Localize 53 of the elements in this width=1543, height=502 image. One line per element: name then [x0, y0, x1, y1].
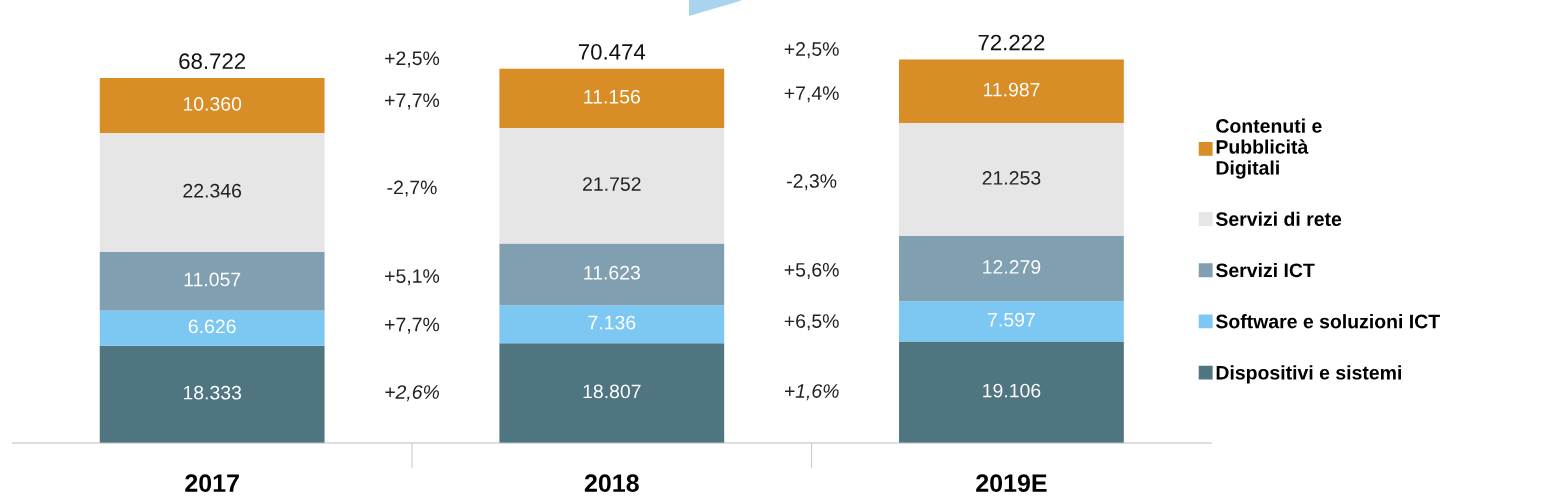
bar — [99, 310, 325, 346]
bar — [99, 251, 325, 311]
data-label: 11.156 — [584, 89, 640, 104]
text: +2,5% — [784, 42, 839, 59]
data-label: 11.987 — [983, 82, 1040, 97]
bar — [899, 123, 1124, 236]
legend-label: Servizi ICT — [1215, 262, 1315, 278]
annotation: +2,5% — [385, 51, 440, 68]
bar — [899, 235, 1124, 302]
data-label: 19.106 — [983, 383, 1041, 398]
total-label: 68.722 — [179, 53, 246, 70]
bar — [499, 305, 725, 344]
data-label: 12.279 — [983, 260, 1041, 274]
x-tick-label: 2019E — [976, 474, 1047, 492]
bar — [899, 341, 1124, 444]
data-label: 10.360 — [183, 97, 242, 111]
data-label: 18.333 — [183, 385, 242, 400]
total-label: 72.222 — [978, 34, 1045, 51]
legend-label: Servizi di rete — [1215, 211, 1342, 227]
annotation: +5,6% — [784, 262, 839, 279]
annotation: -2,7% — [387, 180, 437, 197]
annotation: +1,6% — [785, 384, 839, 401]
bar — [499, 343, 725, 444]
data-label: 11.057 — [184, 272, 241, 287]
bar — [499, 68, 725, 128]
annotation: +5,1% — [385, 269, 440, 286]
bar — [899, 301, 1124, 342]
x-tick-label: 2017 — [185, 474, 239, 492]
bar — [499, 127, 725, 244]
annotation: +2,6% — [385, 385, 439, 402]
annotation: +7,4% — [784, 86, 839, 103]
bar — [499, 243, 725, 306]
legend-label: Dispositivi e sistemi — [1216, 365, 1401, 384]
data-label: 7.136 — [588, 315, 636, 330]
annotation: +7,7% — [385, 317, 440, 334]
bar — [99, 345, 325, 444]
legend-label: Contenuti e Pubblicità Digitali — [1216, 118, 1322, 179]
bar — [899, 59, 1124, 124]
bar — [99, 133, 325, 252]
total-label: 70.474 — [578, 44, 646, 60]
data-label: 21.752 — [583, 177, 641, 191]
data-label: 11.623 — [584, 265, 640, 280]
annotation: +7,7% — [385, 93, 440, 110]
annotation: +6,5% — [784, 314, 839, 331]
data-label: 18.807 — [583, 384, 641, 399]
data-label: 21.253 — [982, 171, 1041, 185]
data-label: 7.597 — [988, 312, 1035, 327]
data-label: 6.626 — [188, 319, 236, 334]
x-tick-label: 2018 — [584, 474, 639, 492]
data-label: 22.346 — [183, 183, 242, 198]
legend-label: Software e soluzioni ICT — [1215, 314, 1440, 329]
bar — [99, 78, 325, 134]
annotation: -2,3% — [787, 174, 837, 191]
